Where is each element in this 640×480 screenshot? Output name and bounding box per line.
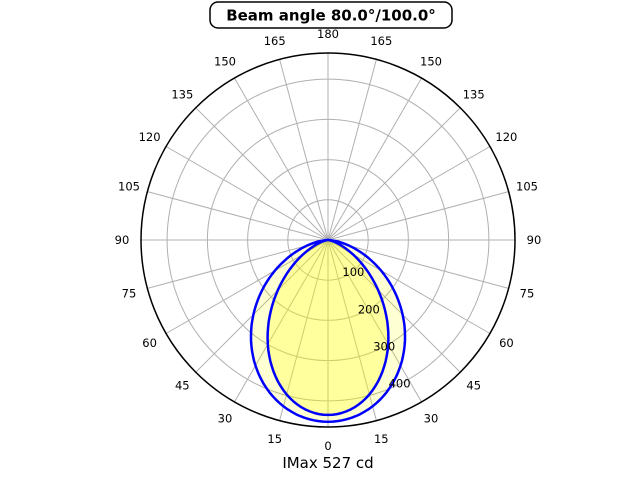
- beam-curve-beam-100deg-plane: [249, 238, 407, 424]
- grid-ring: [166, 78, 490, 402]
- theta-tick-label: 60: [142, 336, 157, 350]
- theta-tick-label: 45: [466, 379, 481, 393]
- theta-tick-label: 90: [527, 233, 542, 247]
- grid-spoke: [327, 77, 422, 241]
- chart-title-box: Beam angle 80.0°/100.0°: [209, 1, 453, 29]
- theta-tick-label: 135: [171, 87, 193, 101]
- r-tick-label: 300: [373, 340, 395, 354]
- theta-tick-label: 0: [324, 439, 331, 453]
- beam-fill-beam-80deg-plane: [267, 240, 389, 415]
- grid-spoke: [327, 239, 509, 289]
- theta-tick-label: 15: [374, 432, 389, 446]
- r-tick-label: 100: [342, 265, 364, 279]
- polar-axis-circle: [140, 52, 516, 428]
- grid-spoke: [327, 146, 491, 241]
- beam-curve-beam-80deg-plane: [266, 238, 390, 417]
- beam-fill-beam-100deg-plane: [251, 240, 405, 422]
- theta-tick-label: 90: [115, 233, 130, 247]
- grid-spoke: [279, 59, 329, 241]
- polar-grid: [140, 52, 516, 428]
- grid-ring: [247, 159, 409, 321]
- theta-tick-label: 75: [122, 286, 137, 300]
- theta-tick-label: 15: [267, 432, 282, 446]
- grid-spoke: [327, 239, 461, 373]
- grid-spoke: [327, 239, 377, 421]
- grid-spoke: [147, 239, 329, 289]
- imax-label: IMax 527 cd: [282, 454, 373, 472]
- grid-spoke: [327, 59, 377, 241]
- theta-tick-label: 105: [118, 180, 140, 194]
- grid-spoke: [327, 191, 509, 241]
- grid-spoke: [327, 239, 422, 403]
- theta-tick-label: 150: [420, 55, 442, 69]
- theta-tick-label: 75: [520, 286, 535, 300]
- grid-spoke: [234, 77, 329, 241]
- r-tick-label: 200: [358, 302, 380, 316]
- theta-tick-label: 120: [495, 130, 517, 144]
- grid-spoke: [327, 107, 461, 241]
- grid-ring: [287, 199, 369, 281]
- title-box-frame: [209, 1, 453, 29]
- r-tick-label: 400: [389, 377, 411, 391]
- chart-title: Beam angle 80.0°/100.0°: [226, 7, 436, 25]
- theta-tick-label: 105: [516, 180, 538, 194]
- theta-tick-label: 135: [463, 87, 485, 101]
- theta-tick-label: 45: [175, 379, 190, 393]
- grid-spoke: [165, 146, 329, 241]
- theta-tick-label: 60: [499, 336, 514, 350]
- grid-ring: [206, 118, 450, 362]
- theta-tick-label: 150: [214, 55, 236, 69]
- theta-tick-label: 120: [139, 130, 161, 144]
- axis-labels: 100 200 300 400 0 15 15 30 30 45 45 60 60 75 75 90 90 105…: [115, 27, 542, 453]
- grid-spoke: [234, 239, 329, 403]
- grid-spoke: [195, 239, 329, 373]
- theta-tick-label: 165: [264, 34, 286, 48]
- theta-tick-label: 180: [317, 27, 339, 41]
- beam-curves: [249, 238, 407, 424]
- theta-tick-label: 30: [218, 411, 233, 425]
- theta-tick-label: 30: [424, 411, 439, 425]
- grid-spoke: [147, 191, 329, 241]
- grid-spoke: [279, 239, 329, 421]
- grid-spoke: [195, 107, 329, 241]
- theta-tick-label: 165: [370, 34, 392, 48]
